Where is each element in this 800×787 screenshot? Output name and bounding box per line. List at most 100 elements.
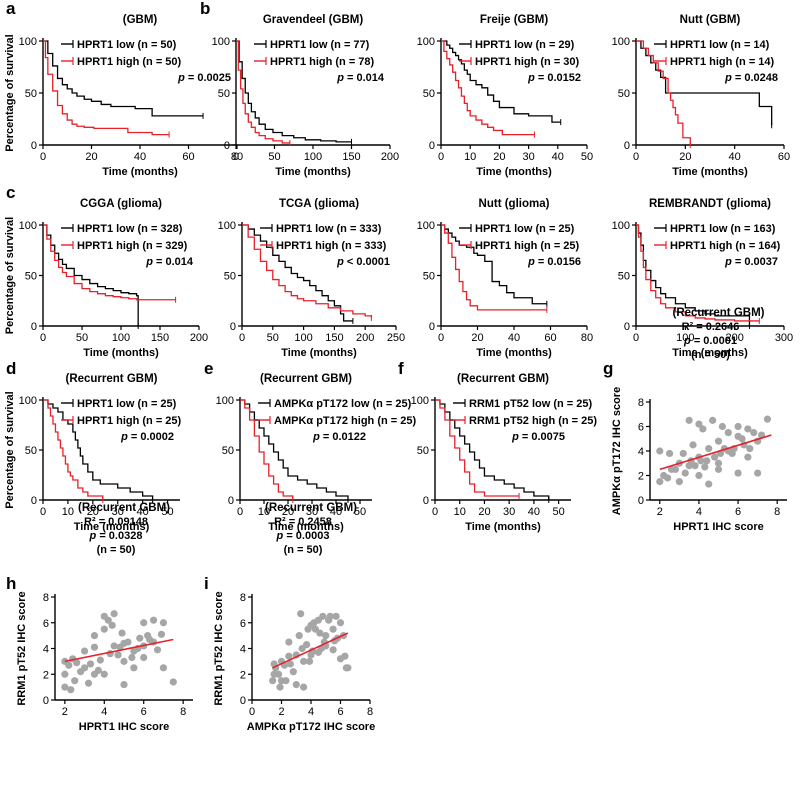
x-tick-label: 0 (239, 332, 245, 344)
survival-curve-low (242, 224, 353, 322)
legend-entry: HPRT1 low (n = 333) (276, 223, 382, 235)
survival-curve-high (441, 224, 547, 311)
y-tick-label: 100 (19, 36, 37, 48)
x-axis-label: Time (months) (672, 166, 748, 178)
y-tick-label: 50 (222, 445, 234, 457)
chart-title: (Recurrent GBM) (672, 307, 764, 319)
r2-symbol: R² (274, 516, 286, 528)
survival-curve-low (43, 399, 154, 500)
y-tick-label: 100 (417, 36, 435, 48)
scatter-point (120, 680, 128, 689)
y-tick-label: 0 (224, 140, 230, 152)
scatter-point (695, 420, 703, 428)
y-axis-label: AMPKα pT172 IHC score (611, 387, 623, 515)
scatter-point (705, 444, 713, 453)
y-tick-label: 50 (618, 271, 630, 283)
y-tick-label: 0 (423, 495, 429, 507)
x-tick-label: 0 (633, 332, 639, 344)
y-tick-label: 4 (638, 446, 644, 458)
x-tick-label: 0 (40, 151, 46, 163)
r-squared: R² = 0.2646 (682, 321, 740, 333)
x-tick-label: 20 (87, 506, 99, 518)
scatter-point (146, 635, 154, 644)
legend-entry: HPRT1 high (n = 333) (276, 240, 387, 252)
x-tick-label: 10 (454, 506, 466, 518)
legend-entry: AMPKα pT172 high (n = 25) (274, 415, 416, 427)
regression-line (272, 632, 349, 669)
scatter-point (709, 416, 717, 424)
chart-5: TCGA (glioma) 0 50 100 150 200 250 0 50 100 Time (… (218, 198, 406, 359)
p-symbol: p (276, 530, 284, 542)
scatter-point (754, 469, 762, 477)
x-tick-label: 30 (112, 506, 124, 518)
chart-title: Freije (GBM) (480, 14, 549, 26)
p-value-text: = 0.0152 (535, 72, 581, 84)
scatter-point (701, 463, 709, 471)
y-tick-label: 4 (43, 644, 49, 656)
panel-letter-f: f (398, 359, 404, 378)
y-axis-label: Percentage of survival (4, 217, 16, 334)
r2-value: = 0.2458 (286, 516, 332, 528)
y-tick-label: 100 (19, 395, 37, 407)
scatter-point (297, 610, 305, 618)
p-value-text: = 0.0328 (96, 530, 142, 542)
survival-curve-low (43, 224, 139, 326)
x-tick-label: 40 (134, 151, 146, 163)
panel-letter-h: h (6, 574, 16, 593)
x-tick-label: 10 (258, 506, 270, 518)
legend-entry: HPRT1 high (n = 78) (270, 56, 375, 68)
scatter-point (110, 642, 118, 650)
chart-13: (Recurrent GBM) 0 2 4 6 8 0 2 4 6 8 AMPKα pT172 IHC… (213, 502, 375, 733)
scatter-point (169, 678, 177, 686)
p-value: p = 0.0025 (177, 72, 231, 84)
x-tick-label: 50 (354, 506, 366, 518)
scatter-point (714, 459, 723, 467)
y-tick-label: 2 (43, 669, 49, 681)
scatter-point (679, 449, 687, 458)
p-symbol: p (336, 72, 344, 84)
panel-letter-d: d (6, 359, 16, 378)
x-tick-label: 200 (190, 332, 208, 344)
y-axis-label: RRM1 pT52 IHC score (16, 591, 28, 705)
chart-title: TCGA (glioma) (279, 198, 359, 210)
legend-entry: HPRT1 low (n = 25) (475, 223, 575, 235)
p-symbol: p (177, 72, 185, 84)
x-tick-label: 0 (438, 332, 444, 344)
scatter-point (286, 660, 294, 668)
scatter-point (697, 457, 705, 465)
y-tick-label: 50 (25, 271, 37, 283)
scatter-point (61, 683, 69, 691)
scatter-point (269, 677, 277, 685)
legend-entry: HPRT1 low (n = 50) (77, 39, 177, 51)
x-tick-label: 50 (76, 332, 88, 344)
scatter-point (108, 621, 116, 629)
scatter-point (329, 625, 337, 633)
chart-title: Nutt (GBM) (680, 14, 741, 26)
p-value: p = 0.0152 (527, 72, 581, 84)
scatter-point (61, 670, 69, 678)
x-tick-label: 40 (137, 506, 149, 518)
p-value-text: = 0.0001 (691, 335, 737, 347)
x-tick-label: 4 (696, 506, 702, 518)
y-tick-label: 100 (612, 36, 630, 48)
y-axis-label: Percentage of survival (4, 391, 16, 508)
legend-entry: HPRT1 low (n = 25) (77, 398, 177, 410)
sample-size: (n = 50) (284, 544, 323, 556)
x-axis-label: Time (months) (476, 347, 552, 359)
legend-entry: HPRT1 low (n = 328) (77, 223, 183, 235)
chart-1: Gravendeel (GBM) 0 50 100 150 200 0 50 100 Time (… (212, 14, 400, 178)
x-tick-label: 40 (330, 506, 342, 518)
p-value: p < 0.0001 (336, 256, 390, 268)
scatter-point (292, 680, 300, 689)
p-value: p = 0.0328 (89, 530, 143, 542)
y-tick-label: 6 (240, 618, 246, 630)
p-symbol: p (120, 431, 128, 443)
x-tick-label: 20 (282, 506, 294, 518)
survival-curve-low (636, 224, 751, 326)
x-tick-label: 60 (544, 332, 556, 344)
scatter-point (276, 683, 284, 691)
scatter-point (65, 661, 73, 669)
x-tick-label: 40 (729, 151, 741, 163)
x-tick-label: 40 (528, 506, 540, 518)
x-axis-label: Time (months) (465, 521, 541, 533)
